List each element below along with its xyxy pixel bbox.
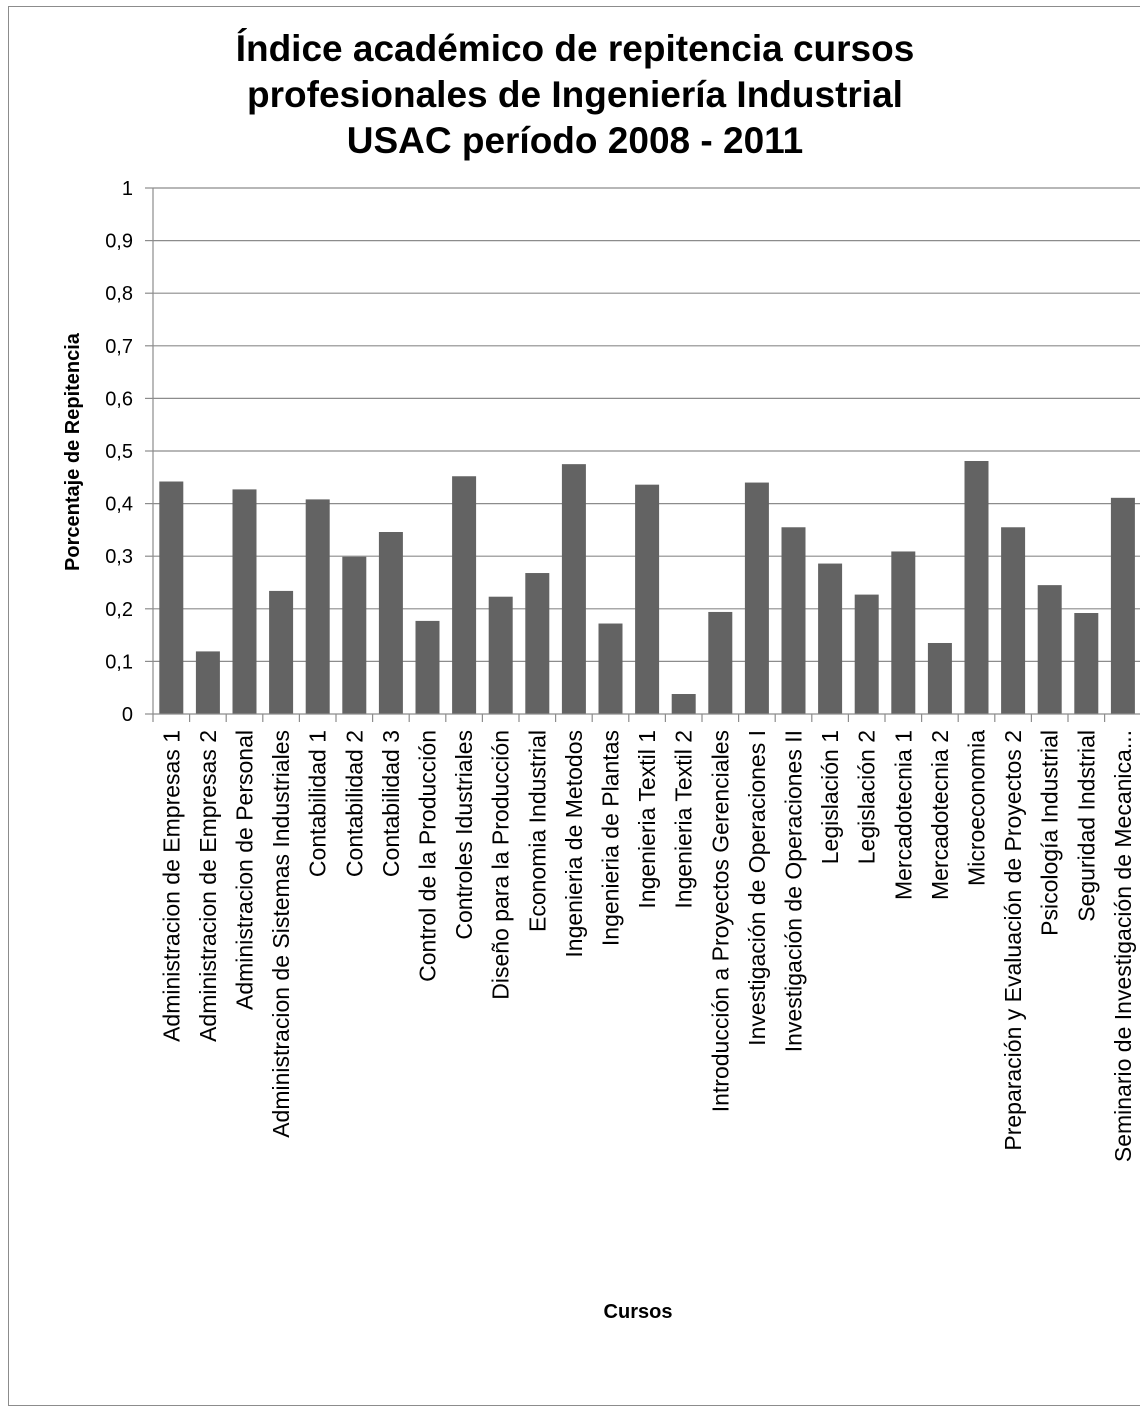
x-category-label: Investigación de Operaciones I bbox=[744, 730, 770, 1046]
y-tick-label: 0,9 bbox=[105, 231, 133, 253]
bar bbox=[818, 563, 843, 714]
x-category-label: Legislación 2 bbox=[854, 730, 880, 864]
x-category-label: Preparación y Evaluación de Proyectos 2 bbox=[1000, 730, 1026, 1151]
y-tick-label: 0,8 bbox=[105, 283, 133, 305]
x-category-label: Diseño para la Producción bbox=[488, 730, 514, 1000]
x-category-label: Mercadotecnia 1 bbox=[890, 730, 916, 900]
x-category-label: Introducción a Proyectos Gerenciales bbox=[707, 730, 733, 1112]
bar bbox=[159, 481, 184, 714]
bar bbox=[1001, 527, 1026, 714]
x-category-label: Administracion de Personal bbox=[232, 730, 258, 1010]
x-category-label: Ingenieria Textil 1 bbox=[634, 730, 660, 909]
chart-title: Índice académico de repitencia cursos pr… bbox=[0, 26, 1140, 164]
y-tick-labels: 0 0,1 0,2 0,3 0,4 0,5 0,6 0,7 0,8 0,9 1 bbox=[105, 178, 133, 726]
bar bbox=[891, 551, 916, 714]
chart-title-line-2: profesionales de Ingeniería Industrial bbox=[247, 74, 903, 115]
x-category-label: Seguridad Indstrial bbox=[1073, 730, 1099, 922]
bar bbox=[269, 590, 294, 714]
x-category-label: Microeconomia bbox=[964, 730, 990, 886]
bar bbox=[232, 489, 257, 714]
x-category-label: Ingenieria de Metodos bbox=[561, 730, 587, 958]
bar bbox=[378, 532, 403, 714]
bar bbox=[854, 594, 879, 714]
bar bbox=[708, 611, 733, 714]
x-category-label: Legislación 1 bbox=[817, 730, 843, 864]
x-category-label: Administracion de Empresas 1 bbox=[158, 730, 184, 1042]
bar bbox=[671, 694, 696, 714]
y-tick-label: 0,4 bbox=[105, 494, 133, 516]
x-category-label: Seminario de Investigación de Mecanica..… bbox=[1110, 730, 1136, 1162]
x-category-label: Mercadotecnia 2 bbox=[927, 730, 953, 900]
axes bbox=[152, 188, 1140, 722]
y-tick-label: 0,1 bbox=[105, 651, 133, 673]
bar bbox=[195, 651, 220, 714]
bar bbox=[964, 460, 989, 714]
y-tick-label: 1 bbox=[122, 178, 133, 200]
y-tick-label: 0 bbox=[122, 704, 133, 726]
chart-title-line-1: Índice académico de repitencia cursos bbox=[235, 28, 915, 69]
bar bbox=[561, 464, 586, 714]
x-category-label: Administracion de Empresas 2 bbox=[195, 730, 221, 1042]
bar bbox=[1110, 497, 1135, 714]
bar bbox=[342, 556, 367, 714]
bar bbox=[927, 642, 952, 714]
y-tick-label: 0,6 bbox=[105, 388, 133, 410]
y-axis-title: Porcentaje de Repitencia bbox=[62, 332, 84, 571]
x-category-label: Psicología Industrial bbox=[1037, 730, 1063, 936]
x-category-label: Ingenieria de Plantas bbox=[598, 730, 624, 946]
bar bbox=[744, 482, 769, 714]
bar bbox=[452, 476, 477, 714]
x-category-label: Investigación de Operaciones II bbox=[781, 730, 807, 1052]
y-tick-label: 0,2 bbox=[105, 599, 133, 621]
bar bbox=[525, 573, 550, 714]
bar bbox=[598, 623, 623, 714]
bars bbox=[159, 460, 1135, 714]
y-tick-label: 0,3 bbox=[105, 546, 133, 568]
x-category-label: Contabilidad 2 bbox=[341, 730, 367, 877]
x-category-label: Control de la Producción bbox=[415, 730, 441, 982]
bar bbox=[415, 620, 440, 714]
x-category-label: Ingenieria Textil 2 bbox=[671, 730, 697, 909]
x-category-label: Administracion de Sistemas Industriales bbox=[268, 730, 294, 1138]
x-category-label: Economia Industrial bbox=[524, 730, 550, 932]
x-category-label: Contabilidad 1 bbox=[305, 730, 331, 877]
bar bbox=[781, 527, 806, 714]
bar bbox=[1037, 585, 1062, 714]
bar bbox=[488, 596, 513, 714]
y-tick-label: 0,7 bbox=[105, 336, 133, 358]
bar bbox=[1074, 613, 1099, 714]
chart-title-line-3: USAC período 2008 - 2011 bbox=[346, 120, 804, 161]
y-tick-label: 0,5 bbox=[105, 441, 133, 463]
bar bbox=[635, 484, 660, 714]
x-category-label: Controles Idustriales bbox=[451, 730, 477, 940]
x-category-label: Contabilidad 3 bbox=[378, 730, 404, 877]
bar bbox=[305, 499, 330, 714]
x-axis-title: Cursos bbox=[604, 1301, 673, 1323]
x-category-labels: Administracion de Empresas 1 Administraci… bbox=[158, 730, 1136, 1162]
